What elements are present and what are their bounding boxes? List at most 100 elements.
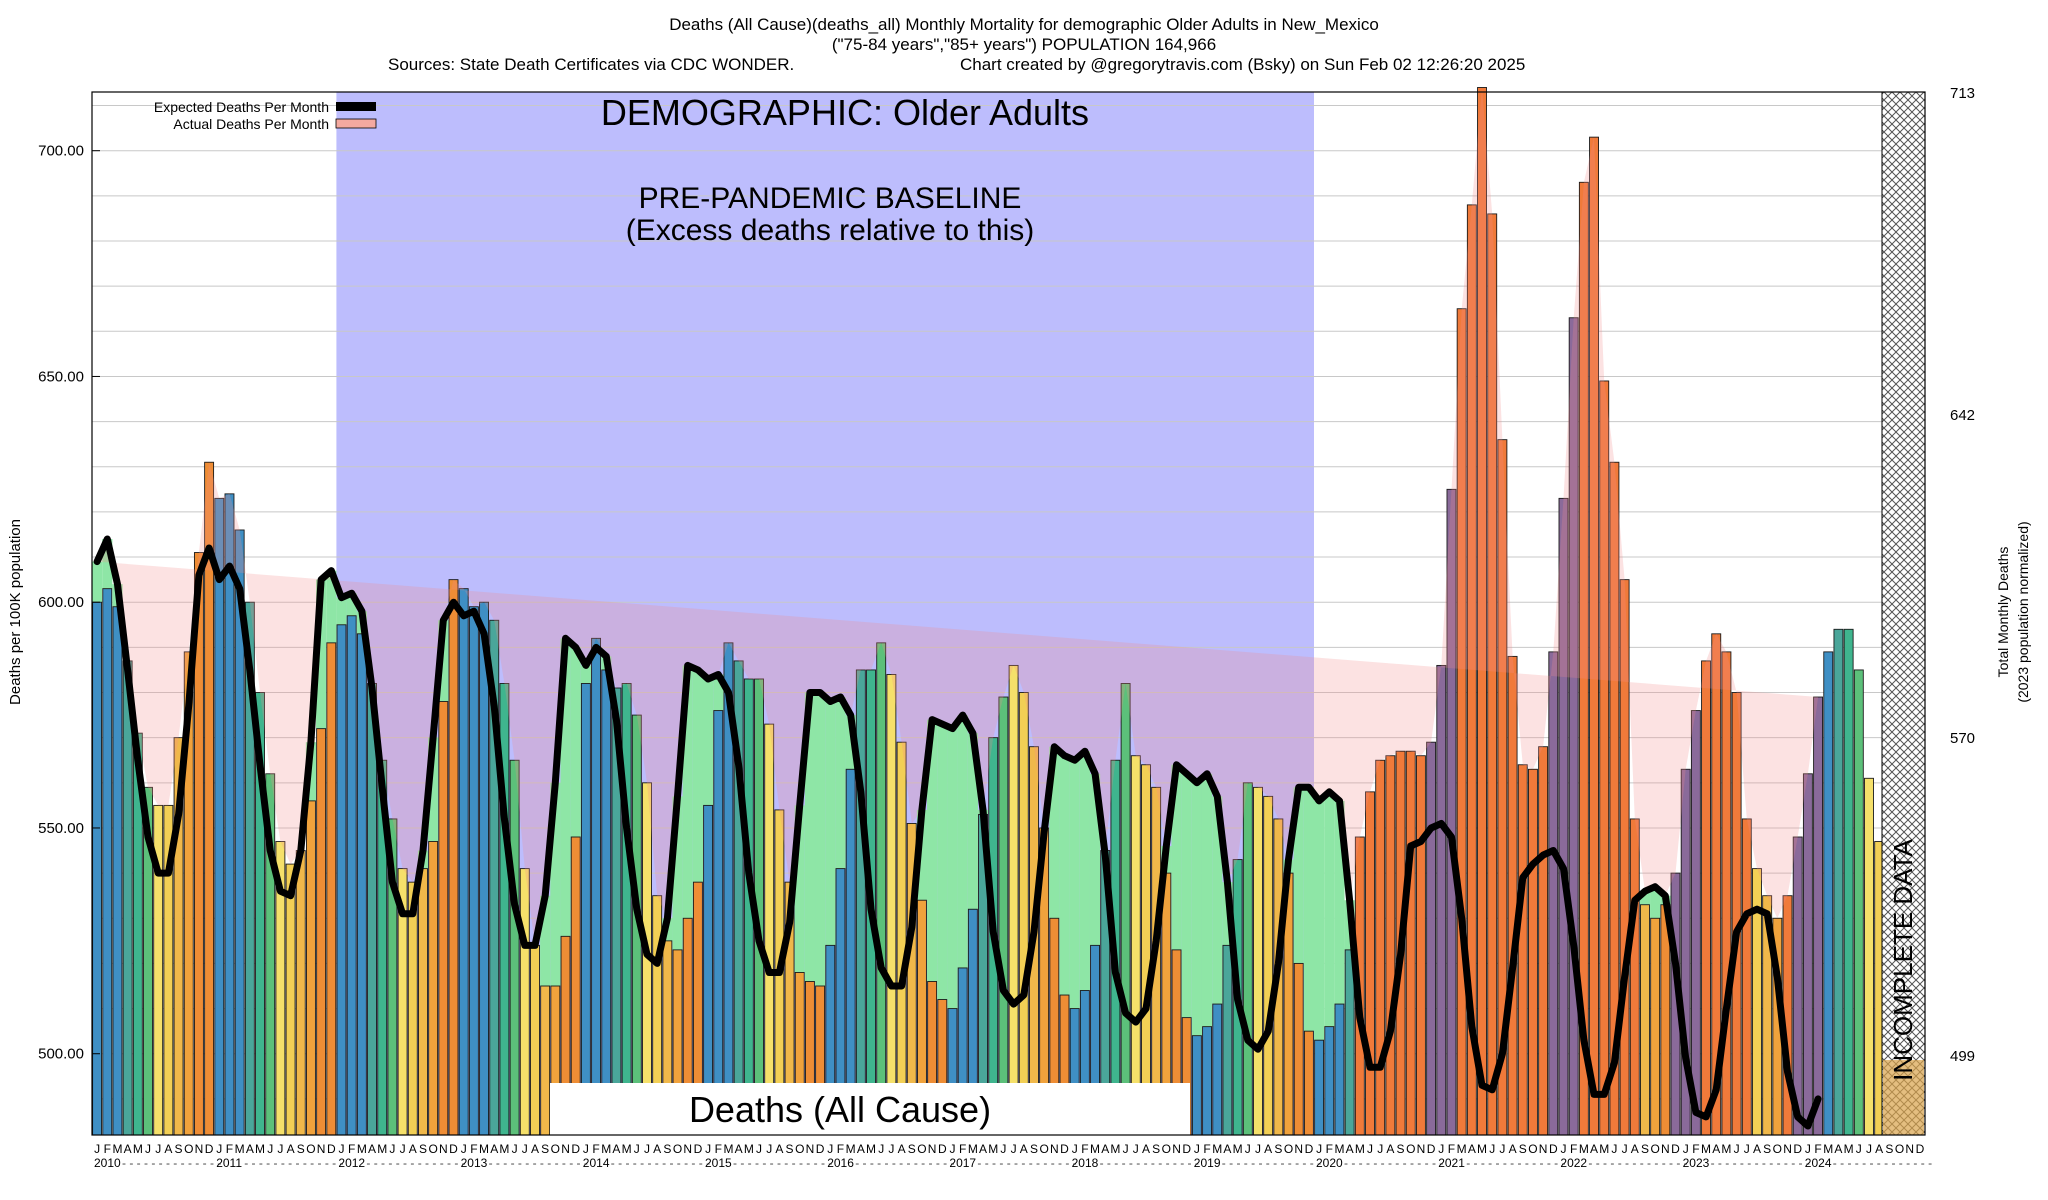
month-tick-label: M (723, 1142, 733, 1156)
month-tick-label: A (775, 1142, 783, 1156)
expected-deaths-line (93, 535, 1822, 1130)
actual-bar (509, 759, 520, 1136)
deficit-fill (336, 597, 347, 625)
actual-bar (479, 601, 490, 1136)
actual-bar (1314, 1039, 1325, 1136)
month-tick-label: D (327, 1142, 336, 1156)
month-tick-label: D (816, 1142, 825, 1156)
month-tick-label: N (439, 1142, 448, 1156)
month-tick-label: O (1284, 1142, 1293, 1156)
actual-bar (713, 710, 724, 1136)
month-tick-label: M (377, 1142, 387, 1156)
y-tick-label: 500.00 (38, 1046, 84, 1063)
plot-background (92, 92, 1925, 1135)
actual-bar (1741, 818, 1752, 1136)
y-tick-label: 650.00 (38, 368, 84, 385)
month-tick-label: D (694, 1142, 703, 1156)
month-tick-label: S (1152, 1142, 1160, 1156)
month-tick-label: J (1133, 1142, 1139, 1156)
deficit-fill (540, 895, 551, 986)
month-tick-label: A (1264, 1142, 1272, 1156)
month-tick-label: A (1101, 1142, 1109, 1156)
month-tick-label: M (479, 1142, 489, 1156)
year-tick-label: 2015 (705, 1156, 732, 1170)
month-tick-label: F (104, 1142, 111, 1156)
actual-bar (1293, 962, 1304, 1136)
deficit-fill (1069, 760, 1080, 1009)
actual-bar (1864, 777, 1874, 1136)
deficit-fill (550, 782, 561, 986)
year-separator: - - - - - - - - - - - - - - (489, 1156, 588, 1170)
month-tick-label: S (786, 1142, 794, 1156)
month-tick-label: M (744, 1142, 754, 1156)
actual-bar (306, 800, 316, 1136)
month-tick-label: J (949, 1142, 955, 1156)
year-separator: - - - - - - - - - - - - - - (1833, 1156, 1932, 1170)
month-tick-label: F (959, 1142, 966, 1156)
month-tick-label: A (1142, 1142, 1150, 1156)
month-tick-label: D (205, 1142, 214, 1156)
month-tick-label: O (1039, 1142, 1048, 1156)
month-tick-label: O (1773, 1142, 1782, 1156)
year-separator: - - - - - - - - - - - - - - (611, 1156, 710, 1170)
deficit-fill (1181, 773, 1192, 1018)
month-tick-label: A (1834, 1142, 1842, 1156)
deficit-fill (316, 579, 327, 729)
y2-tick-label: 642 (1950, 407, 1975, 424)
deficit-fill (428, 737, 439, 842)
month-tick-label: D (571, 1142, 580, 1156)
month-tick-label: M (499, 1142, 509, 1156)
year-tick-label: 2017 (949, 1156, 976, 1170)
actual-bar (1334, 1003, 1345, 1136)
month-tick-label: S (663, 1142, 671, 1156)
actual-bar (224, 493, 235, 1136)
year-tick-label: 2023 (1683, 1156, 1710, 1170)
month-tick-label: O (1162, 1142, 1171, 1156)
month-tick-label: J (461, 1142, 467, 1156)
actual-bar (580, 683, 591, 1136)
month-tick-label: D (1060, 1142, 1069, 1156)
deficit-fill (580, 665, 591, 684)
month-tick-label: J (1489, 1142, 1495, 1156)
expected-line (93, 535, 1822, 1130)
month-tick-label: M (622, 1142, 632, 1156)
month-tick-label: M (1477, 1142, 1487, 1156)
deficit-fill (947, 728, 958, 1009)
grid-lines (92, 105, 1925, 1100)
month-tick-label: J (583, 1142, 589, 1156)
actual-bar (102, 588, 113, 1136)
month-tick-label: M (1599, 1142, 1609, 1156)
actual-bar (1344, 949, 1355, 1136)
month-tick-label: A (857, 1142, 865, 1156)
month-tick-label: A (1020, 1142, 1028, 1156)
month-tick-label: A (164, 1142, 172, 1156)
actual-bar (468, 606, 479, 1136)
deficit-fill (937, 724, 948, 1000)
month-tick-label: J (888, 1142, 894, 1156)
year-separator: - - - - - - - - - - - - - - (1588, 1156, 1687, 1170)
deficit-fill (713, 674, 724, 711)
month-tick-label: J (827, 1142, 833, 1156)
year-tick-label: 2016 (827, 1156, 854, 1170)
actual-bar (1130, 755, 1141, 1136)
month-tick-label: D (1671, 1142, 1680, 1156)
deficit-fill (1334, 800, 1345, 1005)
month-tick-label: A (1631, 1142, 1639, 1156)
month-tick-label: N (195, 1142, 204, 1156)
deficit-fill (825, 701, 836, 946)
month-tick-label: N (1661, 1142, 1670, 1156)
month-tick-label: A (531, 1142, 539, 1156)
actual-bar (316, 728, 327, 1136)
month-tick-label: J (338, 1142, 344, 1156)
month-tick-label: J (1438, 1142, 1444, 1156)
demographic-annotation: DEMOGRAPHIC: Older Adults (601, 92, 1089, 133)
month-tick-label: F (348, 1142, 355, 1156)
month-tick-label: S (297, 1142, 305, 1156)
month-tick-label: M (1844, 1142, 1854, 1156)
actual-bar (448, 579, 459, 1136)
actual-bar (519, 868, 530, 1136)
year-tick-label: 2012 (338, 1156, 365, 1170)
month-tick-label: D (1793, 1142, 1802, 1156)
actual-bar (591, 637, 602, 1136)
month-tick-label: A (653, 1142, 661, 1156)
